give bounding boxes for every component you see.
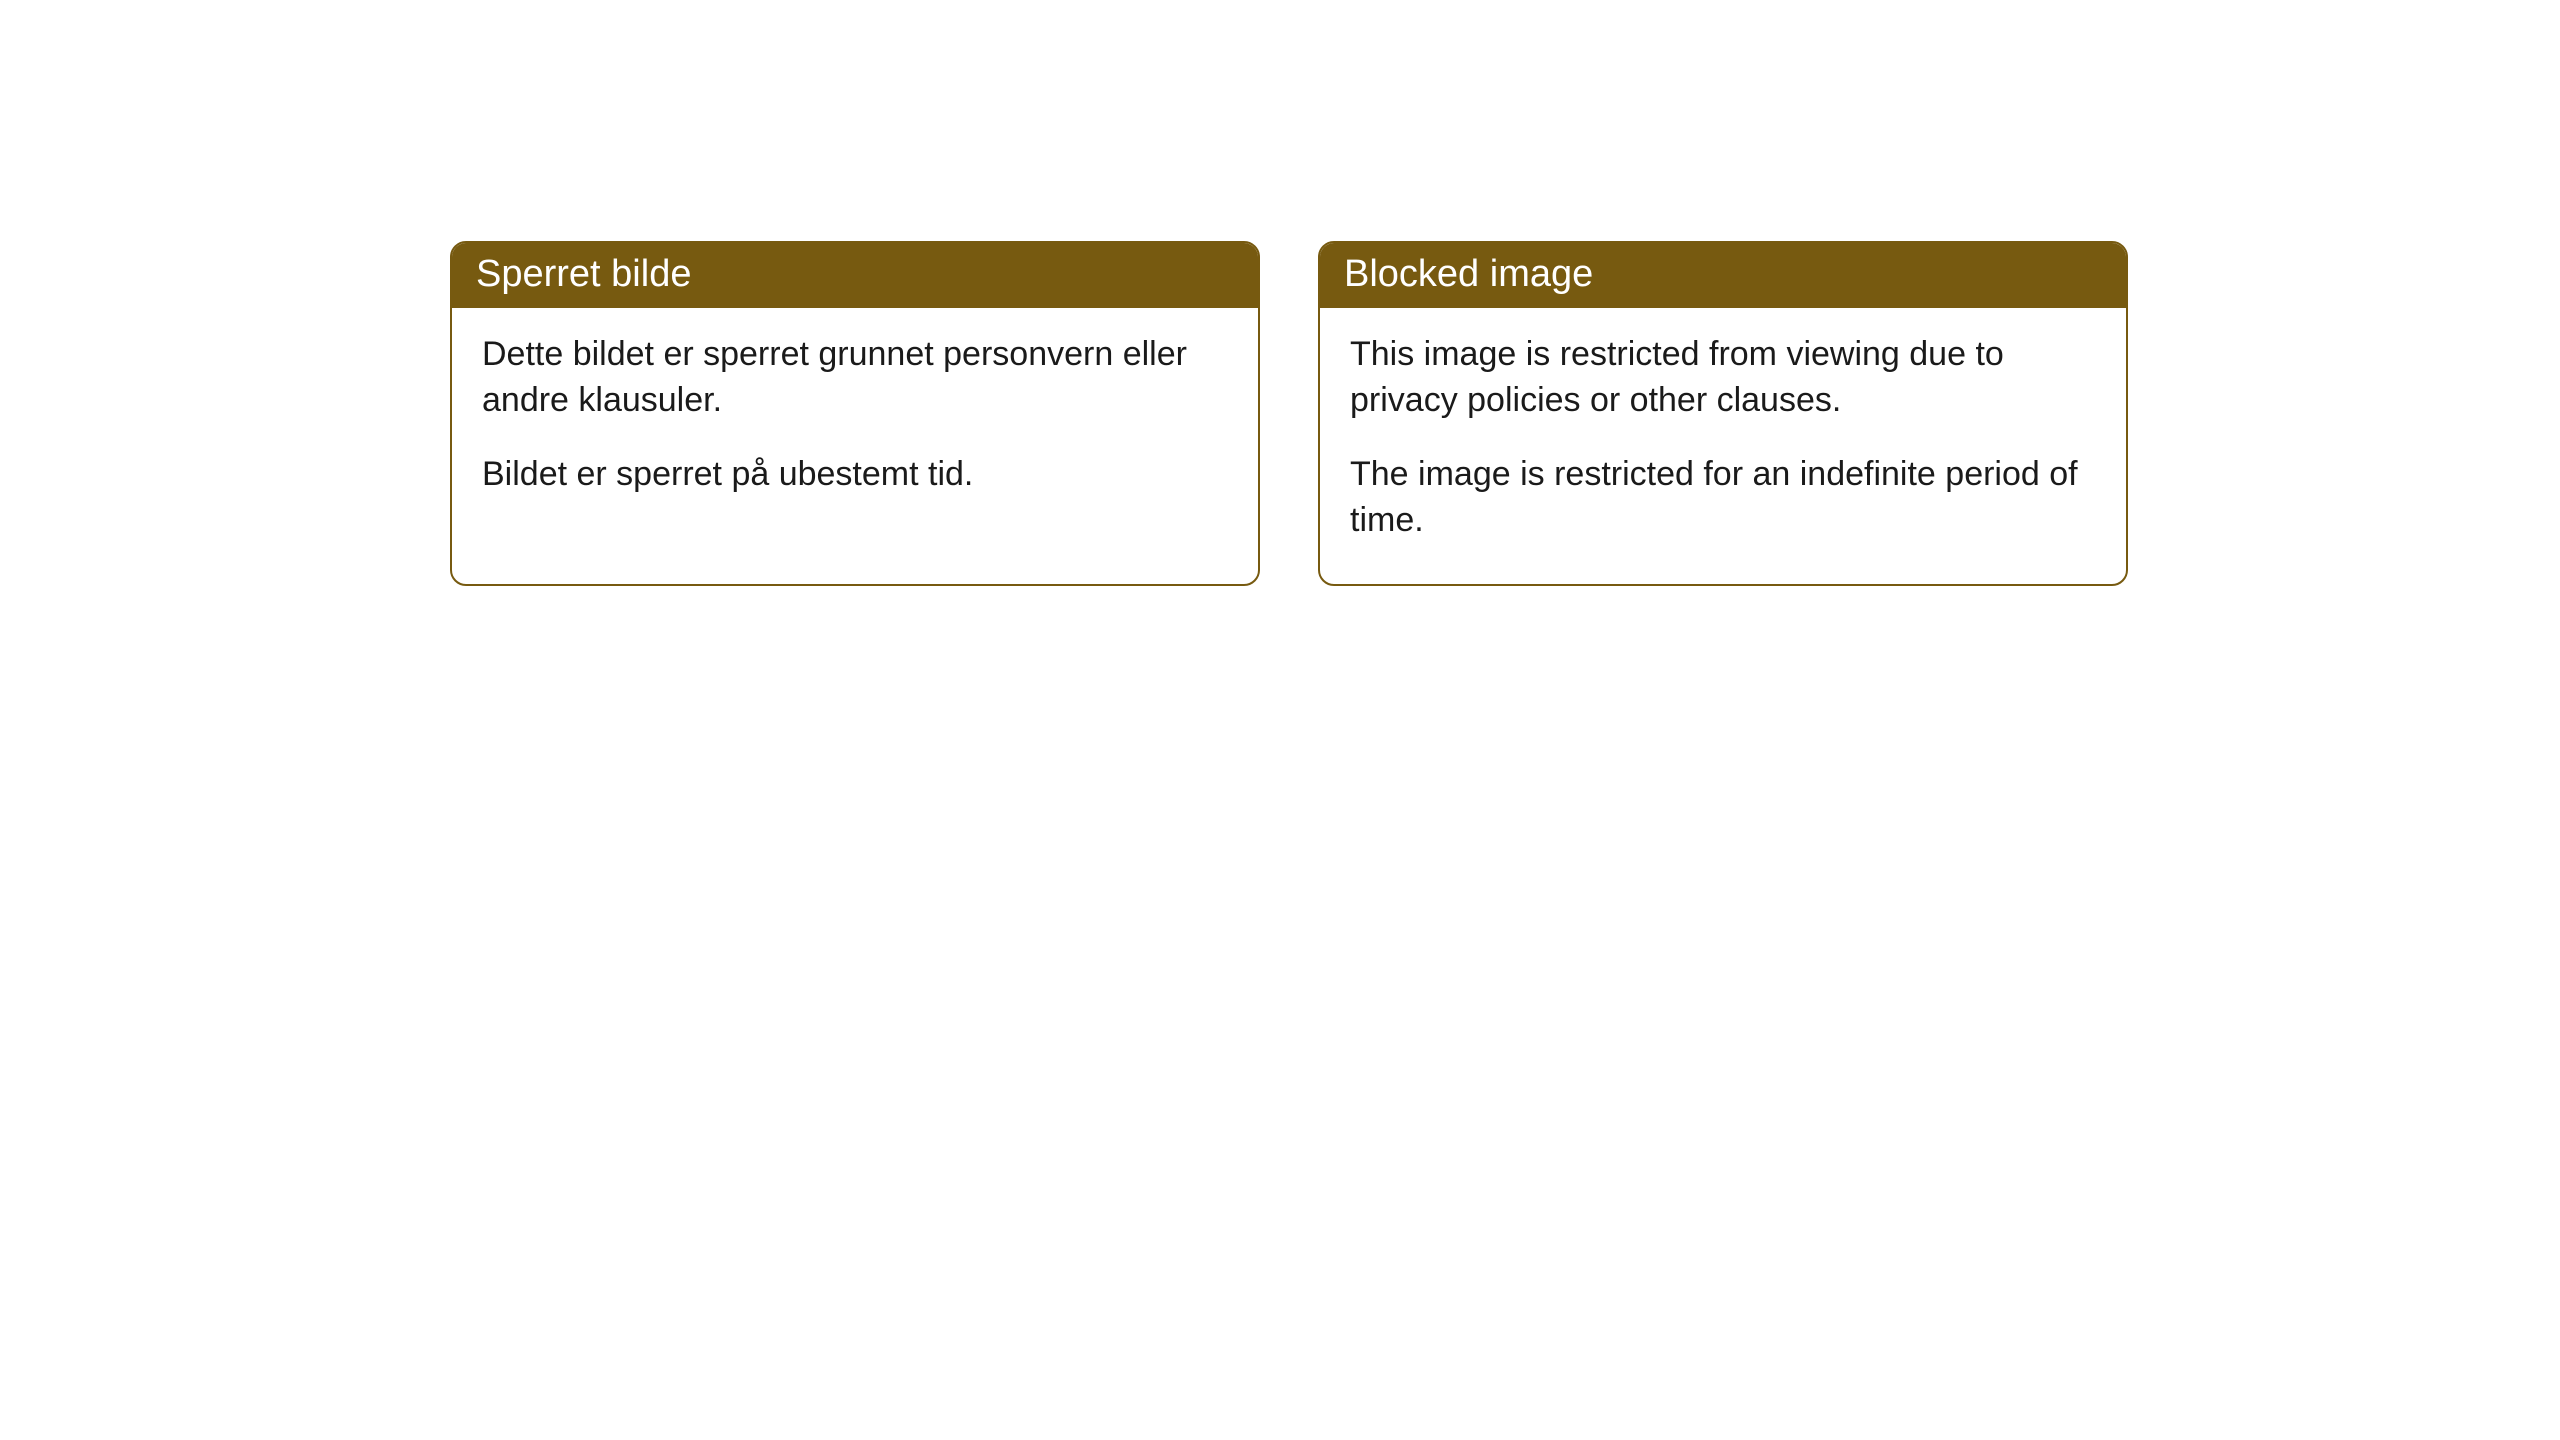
- card-header-no: Sperret bilde: [452, 243, 1258, 308]
- card-text-en-2: The image is restricted for an indefinit…: [1350, 452, 2096, 544]
- notice-cards-container: Sperret bilde Dette bildet er sperret gr…: [450, 241, 2128, 586]
- card-text-no-2: Bildet er sperret på ubestemt tid.: [482, 452, 1228, 498]
- card-body-no: Dette bildet er sperret grunnet personve…: [452, 308, 1258, 538]
- card-header-en: Blocked image: [1320, 243, 2126, 308]
- card-body-en: This image is restricted from viewing du…: [1320, 308, 2126, 584]
- card-text-en-1: This image is restricted from viewing du…: [1350, 332, 2096, 424]
- blocked-image-card-en: Blocked image This image is restricted f…: [1318, 241, 2128, 586]
- card-text-no-1: Dette bildet er sperret grunnet personve…: [482, 332, 1228, 424]
- blocked-image-card-no: Sperret bilde Dette bildet er sperret gr…: [450, 241, 1260, 586]
